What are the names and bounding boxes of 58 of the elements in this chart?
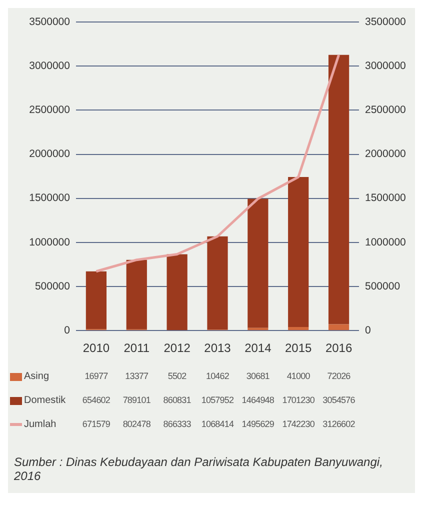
y-tick-label: 3500000 <box>29 16 70 28</box>
y2-tick-label: 1000000 <box>365 236 406 248</box>
data-label: 1464948 <box>240 395 276 405</box>
bar <box>126 260 147 330</box>
x-tick-label: 2016 <box>325 341 352 356</box>
data-label: 1057952 <box>200 395 235 405</box>
data-label: 13377 <box>124 371 150 381</box>
y2-tick-label: 1500000 <box>365 192 406 204</box>
legend-label: Asing <box>24 371 50 382</box>
y-tick-label: 500000 <box>34 280 70 292</box>
y-tick-label: 1500000 <box>29 192 70 204</box>
data-label: 789101 <box>122 395 152 405</box>
data-label: 860831 <box>162 395 192 405</box>
legend-label: Domestik <box>24 395 66 406</box>
bar <box>86 271 107 330</box>
data-label: 10462 <box>204 371 230 381</box>
data-label: 654602 <box>81 395 112 405</box>
bar <box>248 328 268 330</box>
data-label: 16977 <box>84 371 109 381</box>
bar <box>328 324 350 330</box>
bar <box>207 236 228 330</box>
bar <box>288 176 309 327</box>
y-tick-label: 2500000 <box>29 104 70 116</box>
x-tick-label: 2013 <box>204 341 232 356</box>
bar <box>328 54 350 324</box>
y-tick-label: 1000000 <box>29 236 70 248</box>
data-label: 3126602 <box>322 419 356 429</box>
data-label: 30681 <box>245 371 270 381</box>
data-label: 5502 <box>166 371 188 381</box>
y2-tick-label: 3000000 <box>365 60 406 72</box>
legend-label: Jumlah <box>24 419 56 430</box>
y-tick-label: 3000000 <box>29 60 70 72</box>
text: Sumber : Dinas Kebudayaan dan Pariwisata Kabupaten Banyuwangi, 2016 <box>13 454 384 485</box>
x-tick-label: 2012 <box>164 341 191 356</box>
data-label: 1742230 <box>281 419 316 429</box>
data-label: 41000 <box>286 371 311 381</box>
x-tick-label: 2010 <box>82 341 110 356</box>
bar <box>288 326 309 330</box>
data-label: 1701230 <box>281 395 316 405</box>
y2-tick-label: 0 <box>365 324 371 336</box>
x-tick-label: 2015 <box>285 341 312 356</box>
y2-tick-label: 3500000 <box>365 16 406 28</box>
y-tick-label: 0 <box>64 324 70 336</box>
bar <box>248 198 268 328</box>
data-label: 866333 <box>162 419 192 429</box>
data-label: 72026 <box>326 371 352 381</box>
y-tick-label: 2000000 <box>29 148 70 160</box>
y2-tick-label: 2000000 <box>365 148 406 160</box>
y2-tick-label: 500000 <box>365 280 400 292</box>
x-tick-label: 2011 <box>124 341 150 356</box>
data-label: 1068414 <box>200 419 235 429</box>
bar <box>166 254 188 330</box>
y2-tick-label: 2500000 <box>365 104 406 116</box>
data-label: 3054576 <box>322 395 356 405</box>
data-label: 671579 <box>81 419 112 429</box>
data-label: 1495629 <box>240 419 276 429</box>
x-tick-label: 2014 <box>244 341 272 356</box>
data-label: 802478 <box>122 419 152 429</box>
